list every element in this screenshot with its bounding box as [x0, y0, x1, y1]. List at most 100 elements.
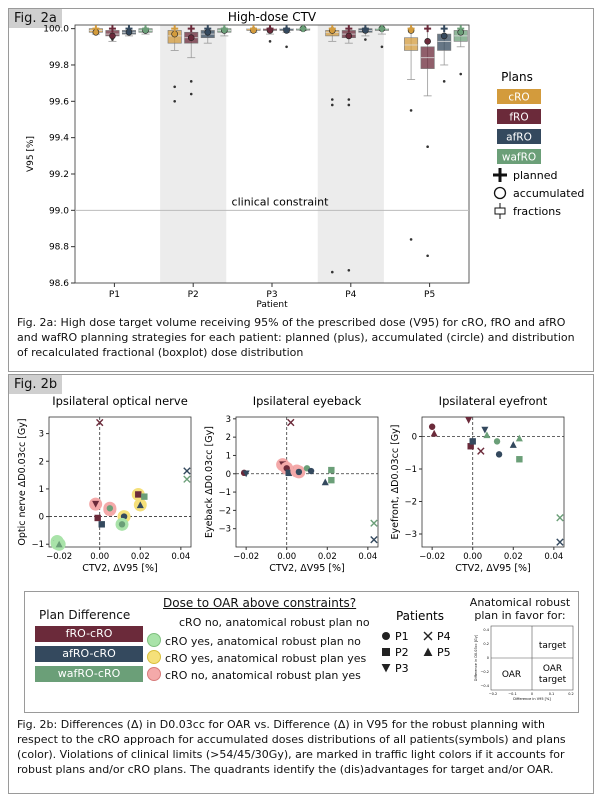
- planned-marker: [361, 25, 369, 33]
- dose-row-label: cRO yes, anatomical robust plan yes: [165, 652, 367, 665]
- y-tick-label: 2: [226, 433, 231, 443]
- x-axis-label: CTV2, ΔV95 [%]: [269, 563, 345, 574]
- planned-marker: [345, 25, 353, 33]
- planned-marker: [457, 25, 465, 33]
- yellow-ring-swatch: [147, 650, 161, 664]
- dose-row-label: cRO yes, anatomical robust plan no: [165, 635, 361, 648]
- y-tick-label: 1: [39, 485, 44, 495]
- y-axis-label: Eyeback ΔD0.03cc [Gy]: [204, 426, 215, 538]
- y-tick-label: 0: [39, 513, 44, 523]
- data-point-p4: [96, 418, 104, 427]
- planned-marker: [299, 25, 307, 33]
- favor-quadrant-oar: OAR: [502, 670, 521, 680]
- x-tick-label: 0.00: [90, 552, 109, 562]
- patient-marker-p3: [381, 664, 391, 673]
- patient-label-p1: P1: [395, 630, 409, 643]
- outlier-point: [347, 98, 351, 101]
- outlier-point: [364, 38, 367, 41]
- plot-frame: [48, 416, 192, 548]
- data-point-p4: [183, 475, 191, 483]
- outlier-point: [409, 238, 413, 241]
- outlier-point: [442, 80, 446, 83]
- x-axis-label: CTV2, ΔV95 [%]: [82, 563, 158, 574]
- y-tick-label: 1: [226, 451, 231, 461]
- data-point-p3: [481, 426, 489, 434]
- data-point-p1: [106, 505, 114, 512]
- planned-marker: [142, 25, 150, 33]
- planned-marker: [266, 25, 274, 33]
- plot-frame: [421, 416, 565, 548]
- legend-label-cRO: cRO: [508, 92, 529, 104]
- scatter-chart-3: Ipsilateral eyefront −0.02 0.00 0.02 0.04 −3 −…: [390, 394, 565, 574]
- x-tick-label: P5: [424, 290, 435, 300]
- data-point-p4: [183, 467, 191, 475]
- patient-label-p3: P3: [395, 662, 409, 675]
- accumulated-legend-icon: [493, 186, 507, 200]
- outlier-point: [380, 45, 384, 49]
- x-tick-label: 0.00: [463, 552, 482, 562]
- planned-marker: [125, 25, 133, 33]
- figure-2b-label: Fig. 2b: [9, 375, 63, 394]
- x-tick-label: P3: [266, 290, 277, 300]
- patient-label-p5: P5: [437, 646, 451, 659]
- favor-x-tick-label: 0: [531, 692, 533, 696]
- y-axis-label: Eyefront, ΔD0.03cc [Gy]: [390, 425, 401, 540]
- outlier-point: [330, 270, 334, 274]
- dose-row-yes-yes: cRO yes, anatomical robust plan yes: [147, 650, 366, 665]
- favor-y-tick-label: 0.4: [483, 628, 489, 632]
- y-tick-label: 0: [412, 433, 417, 443]
- legend-label-wafRO: wafRO: [502, 152, 536, 164]
- accumulated-marker: [187, 34, 195, 42]
- data-point-p5: [55, 540, 63, 548]
- figure-2a-caption: Fig. 2a: High dose target volume receivi…: [17, 316, 575, 359]
- favor-quadrant-oar-target: OAR: [543, 664, 562, 674]
- legend-title: Plans: [501, 70, 533, 84]
- data-point-p4: [370, 519, 378, 527]
- outlier-point: [173, 85, 176, 89]
- data-point-p2: [467, 443, 474, 450]
- fractions-legend-icon: [494, 207, 506, 215]
- legend-label-fRO: fRO: [509, 112, 528, 124]
- data-point-p2: [516, 456, 523, 463]
- y-tick-label: 99.6: [49, 97, 69, 107]
- x-tick-label: 0.00: [277, 552, 296, 562]
- planned-marker: [407, 25, 415, 33]
- figure-2a-panel: Fig. 2a High-dose CTV 100.0 99.8 99.6 99.4 99…: [8, 8, 594, 372]
- x-tick-label: 0.04: [358, 552, 377, 562]
- x-tick-label: 0.02: [318, 552, 337, 562]
- green-ring-swatch: [147, 633, 161, 647]
- y-tick-label: 98.6: [49, 279, 69, 289]
- data-point-p2: [141, 493, 148, 500]
- favor-y-tick-label: −0.4: [481, 684, 490, 688]
- x-axis-label: CTV2, ΔV95 [%]: [455, 563, 531, 574]
- x-marker-stroke: [287, 418, 295, 427]
- planned-marker: [204, 25, 212, 33]
- y-tick-label: −1: [218, 488, 231, 498]
- x-tick-label: 0.02: [131, 552, 150, 562]
- fractions-legend-label: fractions: [513, 205, 561, 218]
- y-tick-label: 99.4: [49, 134, 69, 144]
- legend-label-afRO: afRO: [506, 132, 532, 144]
- patient-marker-p5: [423, 647, 433, 656]
- planned-marker: [249, 25, 257, 33]
- scatter-title: Ipsilateral eyefront: [439, 394, 548, 408]
- dose-row-no-yes: cRO no, anatomical robust plan yes: [147, 667, 361, 682]
- y-axis-label: V95 [%]: [26, 136, 36, 172]
- figure-2b-caption: Fig. 2b: Differences (Δ) in D0.03cc for …: [17, 718, 566, 776]
- category-shade: [160, 25, 227, 283]
- favor-y-tick-label: 0.2: [483, 642, 489, 646]
- x-tick-label: −0.02: [233, 552, 259, 562]
- y-tick-label: 3: [39, 430, 44, 440]
- x-tick-label: −0.02: [46, 552, 72, 562]
- clinical-constraint-label: clinical constraint: [232, 195, 330, 208]
- favor-x-tick-label: 0.2: [568, 692, 574, 696]
- y-axis-label: Optic nerve ΔD0.03cc [Gy]: [17, 418, 28, 545]
- planned-marker: [187, 25, 195, 33]
- outlier-point: [347, 268, 351, 272]
- data-point-p4: [370, 535, 378, 544]
- oar-difference-scatter-charts: Ipsilateral optical nerve −0.02 0.00 0.02 0.…: [17, 394, 565, 574]
- patient-marker-p2: [382, 648, 390, 656]
- x-marker-stroke: [183, 475, 191, 483]
- outlier-point: [330, 103, 334, 107]
- outlier-point: [268, 40, 272, 43]
